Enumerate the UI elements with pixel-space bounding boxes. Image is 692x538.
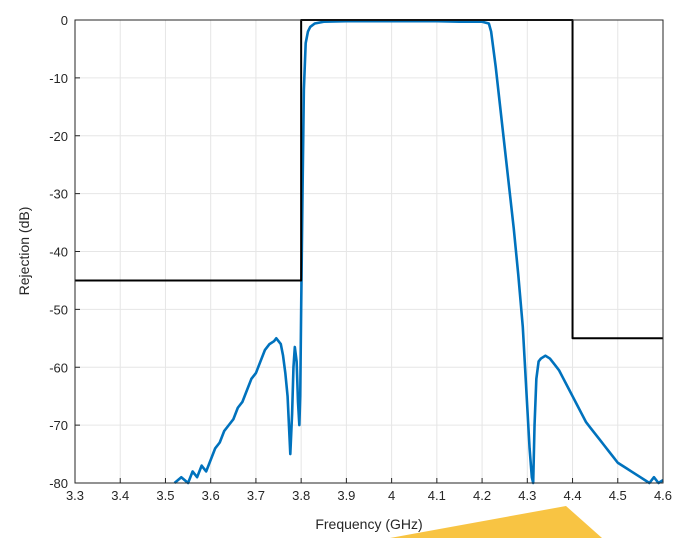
x-tick-label: 4.5 xyxy=(609,488,627,503)
x-tick-label: 3.9 xyxy=(337,488,355,503)
x-tick-label: 4.6 xyxy=(654,488,672,503)
x-axis-label: Frequency (GHz) xyxy=(315,516,422,532)
y-tick-label: -80 xyxy=(49,476,68,491)
rejection-response-line xyxy=(173,19,664,485)
y-tick-label: -40 xyxy=(49,245,68,260)
x-tick-label: 3.8 xyxy=(292,488,310,503)
y-tick-label: -50 xyxy=(49,302,68,317)
y-tick-labels: 0 -10 -20 -30 -40 -50 -60 -70 -80 xyxy=(49,13,68,491)
y-tick-label: -10 xyxy=(49,71,68,86)
x-tick-label: 3.5 xyxy=(156,488,174,503)
y-tick-label: -60 xyxy=(49,360,68,375)
x-tick-label: 3.6 xyxy=(202,488,220,503)
x-tick-label: 4.1 xyxy=(428,488,446,503)
y-axis-label: Rejection (dB) xyxy=(16,207,32,296)
plot-frame xyxy=(74,19,664,484)
x-tick-label: 4.3 xyxy=(518,488,536,503)
x-tick-label: 4.2 xyxy=(473,488,491,503)
y-tick-label: -70 xyxy=(49,418,68,433)
y-tick-label: -20 xyxy=(49,129,68,144)
y-tick-label: -30 xyxy=(49,187,68,202)
x-tick-label: 3.7 xyxy=(247,488,265,503)
x-tick-labels: 3.3 3.4 3.5 3.6 3.7 3.8 3.9 4 4.1 4.2 4.3 4.4 4.5 4.6 xyxy=(66,488,672,503)
y-tick-label: 0 xyxy=(61,13,68,28)
overlay-shape xyxy=(390,506,602,538)
x-tick-label: 3.3 xyxy=(66,488,84,503)
x-tick-label: 4 xyxy=(388,488,395,503)
x-tick-label: 4.4 xyxy=(563,488,581,503)
x-tick-label: 3.4 xyxy=(111,488,129,503)
